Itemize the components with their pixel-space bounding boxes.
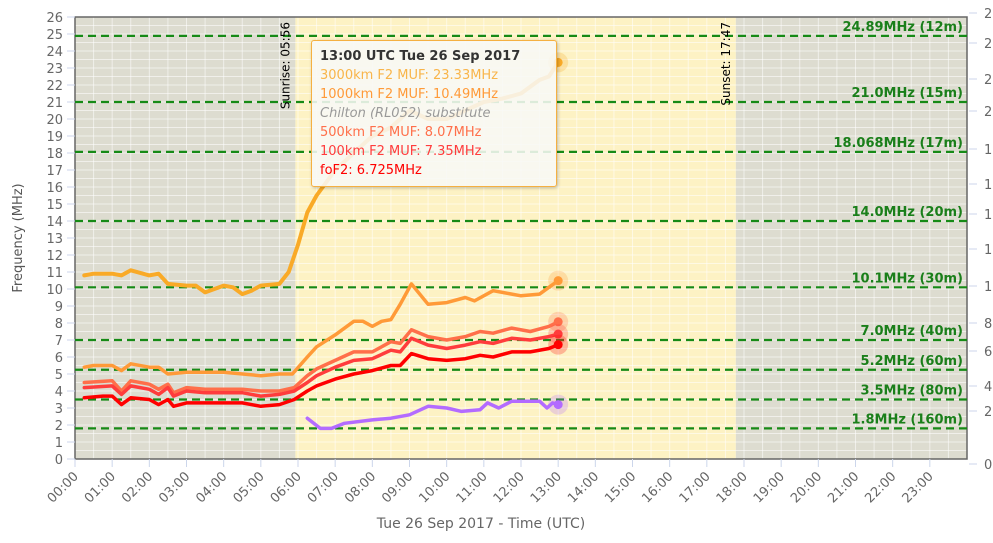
x-tick-label: 14:00 [565,469,602,506]
x-tick-label: 05:00 [231,469,268,506]
x-tick-label: 13:00 [528,469,565,506]
x-tick-label: 17:00 [677,469,714,506]
hover-marker [553,340,563,350]
y-tick-label: 11 [46,266,63,281]
right-tick-label: 6 [984,345,992,360]
y-tick-label: 8 [55,317,63,332]
tooltip-station-note: Chilton (RL052) substitute [320,106,491,121]
x-tick-label: 06:00 [268,469,305,506]
y-tick-label: 9 [55,300,63,315]
right-tick-label: 2 [984,37,992,52]
series-line-fof2 [82,342,560,409]
band-label: 18.068MHz (17m) [833,136,963,151]
x-tick-label: 12:00 [491,469,528,506]
tooltip-line-100km: 100km F2 MUF: 7.35MHz [320,144,482,159]
tooltip-line-500km: 500km F2 MUF: 8.07MHz [320,125,482,140]
tooltip: 13:00 UTC Tue 26 Sep 2017 3000km F2 MUF:… [311,40,557,187]
band-label: 1.8MHz (160m) [851,412,963,427]
x-tick-label: 00:00 [45,469,82,506]
right-tick-label: 1 [984,280,992,295]
right-tick-label: 2 [984,105,992,120]
y-tick-label: 6 [55,351,63,366]
y-tick-label: 0 [55,453,63,468]
right-tick-label: 0 [984,458,992,473]
y-tick-label: 1 [55,436,63,451]
band-label: 5.2MHz (60m) [861,354,963,369]
x-tick-label: 11:00 [454,469,491,506]
y-tick-label: 4 [55,385,63,400]
y-tick-label: 25 [46,28,63,43]
right-tick-label: 2 [984,73,992,88]
x-tick-label: 10:00 [416,469,453,506]
y-tick-label: 24 [46,45,63,60]
band-label: 7.0MHz (40m) [861,324,963,339]
y-tick-label: 10 [46,283,63,298]
hover-marker [553,329,563,339]
y-tick-label: 3 [55,402,63,417]
y-tick-label: 7 [55,334,63,349]
x-tick-label: 04:00 [193,469,230,506]
tooltip-line-fof2: foF2: 6.725MHz [320,163,422,178]
band-label: 10.1MHz (30m) [851,271,963,286]
x-tick-label: 22:00 [862,469,899,506]
x-tick-label: 19:00 [751,469,788,506]
right-tick-label: 2 [984,7,992,22]
sunrise-label: Sunrise: 05:56 [278,22,292,109]
hover-marker [553,400,563,410]
tooltip-line-1000km: 1000km F2 MUF: 10.49MHz [320,87,499,102]
right-tick-label: 1 [984,208,992,223]
y-tick-label: 18 [46,147,63,162]
x-tick-label: 02:00 [119,469,156,506]
series-line-100km-f2-muf [82,332,560,398]
tooltip-line-3000km: 3000km F2 MUF: 23.33MHz [320,68,499,83]
y-tick-label: 21 [46,96,63,111]
x-tick-label: 21:00 [825,469,862,506]
right-tick-label: 1 [984,143,992,158]
y-tick-label: 12 [46,249,63,264]
hover-marker [553,276,563,286]
y-tick-label: 19 [46,130,63,145]
x-tick-label: 07:00 [305,469,342,506]
y-tick-label: 15 [46,198,63,213]
tooltip-header: 13:00 UTC Tue 26 Sep 2017 [320,49,521,64]
x-tick-label: 15:00 [602,469,639,506]
y-tick-label: 16 [46,181,63,196]
x-tick-label: 18:00 [714,469,751,506]
band-label: 3.5MHz (80m) [861,384,963,399]
x-tick-label: 23:00 [900,469,937,506]
y-tick-label: 14 [46,215,63,230]
hover-marker [553,317,563,327]
right-tick-label: 1 [984,243,992,258]
x-tick-label: 09:00 [379,469,416,506]
y-tick-label: 20 [46,113,63,128]
x-axis-title: Tue 26 Sep 2017 - Time (UTC) [376,516,585,532]
x-tick-label: 20:00 [788,469,825,506]
y-tick-label: 26 [46,11,63,26]
band-label: 24.89MHz (12m) [842,20,963,35]
y-tick-label: 5 [55,368,63,383]
right-tick-label: 1 [984,178,992,193]
band-label: 14.0MHz (20m) [851,205,963,220]
y-tick-label: 22 [46,79,63,94]
band-label: 21.0MHz (15m) [851,86,963,101]
right-tick-label: 2 [984,405,992,420]
right-tick-label: 8 [984,317,992,332]
x-tick-label: 01:00 [82,469,119,506]
y-tick-label: 2 [55,419,63,434]
right-tick-label: 4 [984,380,992,395]
y-tick-label: 13 [46,232,63,247]
y-tick-label: 17 [46,164,63,179]
x-tick-label: 16:00 [639,469,676,506]
x-tick-label: 03:00 [156,469,193,506]
y-axis-title: Frequency (MHz) [11,183,26,292]
series-line-1000km-f2-muf [82,278,560,378]
y-tick-label: 23 [46,62,63,77]
x-tick-label: 08:00 [342,469,379,506]
sunset-label: Sunset: 17:47 [719,22,733,106]
series-line-500km-f2-muf [82,320,560,395]
series-line-unnamed [305,399,560,431]
